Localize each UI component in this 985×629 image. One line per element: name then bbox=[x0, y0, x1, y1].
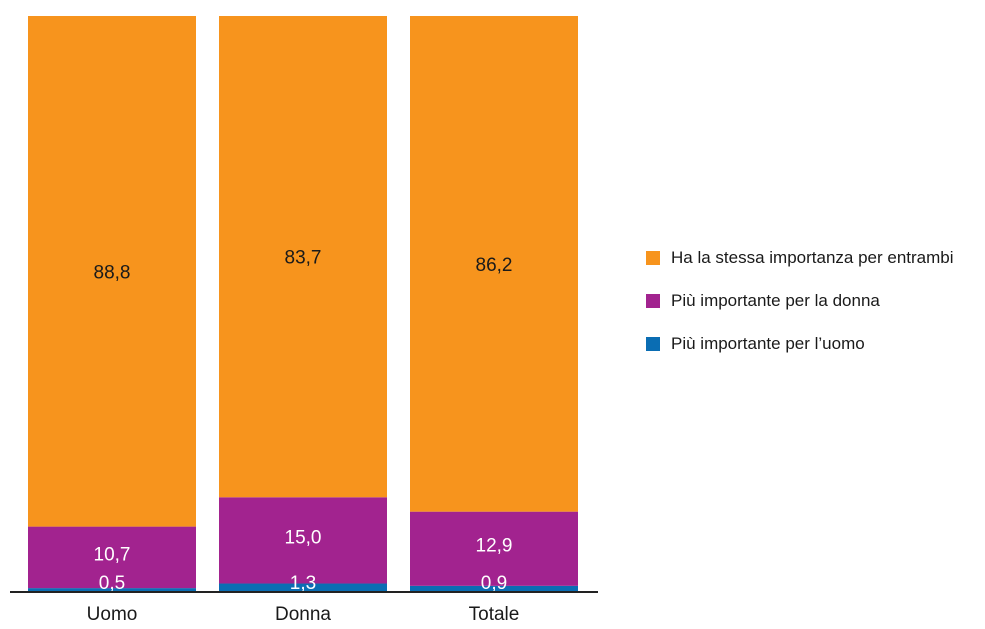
value-label-uomo-s2: 88,8 bbox=[94, 262, 131, 283]
category-label-totale: Totale bbox=[469, 604, 520, 625]
legend-item-entrambi: Ha la stessa importanza per entrambi bbox=[646, 248, 954, 267]
value-label-donna-s1: 15,0 bbox=[285, 527, 322, 548]
bar-segment-uomo-s2 bbox=[28, 16, 196, 527]
value-labels-group: 0,5 10,7 88,8 1,3 15,0 83,7 0,9 12,9 86,2 bbox=[94, 248, 513, 594]
legend-item-uomo: Più importante per l’uomo bbox=[646, 334, 954, 353]
legend: Ha la stessa importanza per entrambi Più… bbox=[646, 248, 954, 378]
value-label-uomo-s1: 10,7 bbox=[94, 544, 131, 565]
value-label-totale-s0: 0,9 bbox=[481, 573, 507, 594]
bar-segment-donna-s2 bbox=[219, 16, 387, 498]
legend-label-uomo: Più importante per l’uomo bbox=[671, 334, 865, 353]
value-label-totale-s2: 86,2 bbox=[476, 255, 513, 276]
bar-segment-donna-s0 bbox=[219, 583, 387, 591]
value-label-donna-s0: 1,3 bbox=[290, 573, 316, 594]
value-label-uomo-s0: 0,5 bbox=[99, 573, 125, 594]
category-label-uomo: Uomo bbox=[87, 604, 138, 625]
legend-label-donna: Più importante per la donna bbox=[671, 291, 880, 310]
legend-swatch-uomo bbox=[646, 337, 660, 351]
value-label-totale-s1: 12,9 bbox=[476, 536, 513, 557]
legend-swatch-donna bbox=[646, 294, 660, 308]
bar-segment-totale-s1 bbox=[410, 511, 578, 586]
bar-segment-totale-s0 bbox=[410, 585, 578, 591]
legend-item-donna: Più importante per la donna bbox=[646, 291, 954, 310]
category-label-donna: Donna bbox=[275, 604, 331, 625]
bar-segment-totale-s2 bbox=[410, 16, 578, 512]
legend-label-entrambi: Ha la stessa importanza per entrambi bbox=[671, 248, 954, 267]
category-labels-group: Uomo Donna Totale bbox=[87, 604, 520, 625]
bar-segment-donna-s1 bbox=[219, 497, 387, 584]
legend-swatch-entrambi bbox=[646, 251, 660, 265]
bar-segment-uomo-s0 bbox=[28, 588, 196, 591]
value-label-donna-s2: 83,7 bbox=[285, 248, 322, 269]
bars-group bbox=[28, 16, 578, 591]
bar-segment-uomo-s1 bbox=[28, 526, 196, 589]
